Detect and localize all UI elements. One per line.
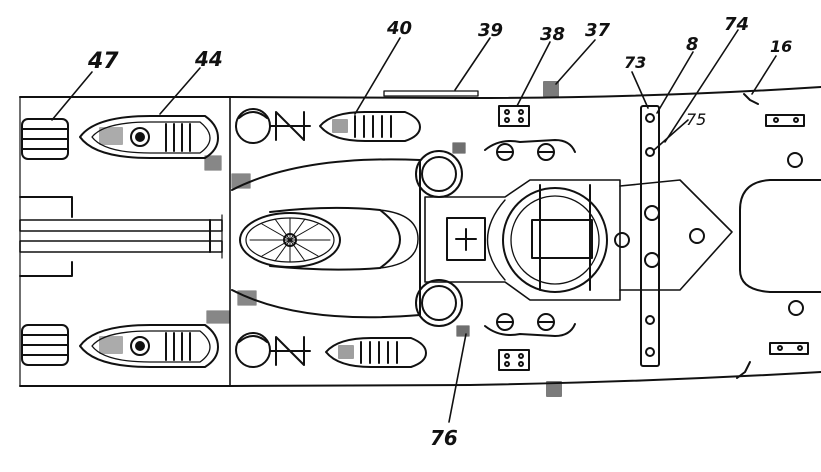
funnel-grille xyxy=(239,212,341,268)
callout-16: 16 xyxy=(770,37,792,56)
hull-outline xyxy=(19,86,821,387)
callout-40: 40 xyxy=(386,18,412,39)
callout-75: 75 xyxy=(686,110,706,129)
hatch-blocks xyxy=(204,142,470,337)
callout-37: 37 xyxy=(585,20,611,41)
callout-39: 39 xyxy=(478,20,503,41)
callout-labels: 47 44 40 39 38 37 73 8 74 16 75 76 xyxy=(87,14,792,450)
callout-leaders xyxy=(51,29,777,423)
anchor-top xyxy=(743,93,759,105)
small-guns-top xyxy=(484,139,576,161)
small-boat-top xyxy=(319,111,421,142)
callout-38: 38 xyxy=(540,24,565,45)
life-rafts-bottom xyxy=(21,324,69,366)
bollard-block-bottom xyxy=(498,349,530,371)
callout-74: 74 xyxy=(724,14,749,35)
motor-boat-bottom xyxy=(79,324,219,368)
central-superstructure xyxy=(231,158,421,319)
ventilator-top xyxy=(235,108,311,144)
life-rafts-top xyxy=(21,118,69,160)
vent-37 xyxy=(543,81,559,97)
motor-boat-top xyxy=(79,115,219,159)
ventilator-bottom xyxy=(235,332,311,368)
searchlight-bottom xyxy=(415,279,463,327)
callout-47: 47 xyxy=(87,49,119,74)
callout-8: 8 xyxy=(686,34,699,55)
first-aid-box xyxy=(446,217,486,261)
bridge-structure xyxy=(424,179,621,301)
mast-cross-structure xyxy=(614,105,733,367)
callout-73: 73 xyxy=(624,53,646,72)
anchor-bottom xyxy=(736,361,751,379)
bollard-block-top xyxy=(498,105,530,127)
vent-bottom xyxy=(546,381,562,397)
small-boat-bottom xyxy=(325,337,427,368)
gun-barrel-structure xyxy=(19,196,223,277)
crane-rail-39 xyxy=(383,90,479,97)
small-guns-bottom xyxy=(484,313,576,337)
searchlight-top xyxy=(415,150,463,198)
callout-44: 44 xyxy=(194,47,223,71)
forecastle xyxy=(739,114,821,355)
callout-76: 76 xyxy=(430,426,458,450)
